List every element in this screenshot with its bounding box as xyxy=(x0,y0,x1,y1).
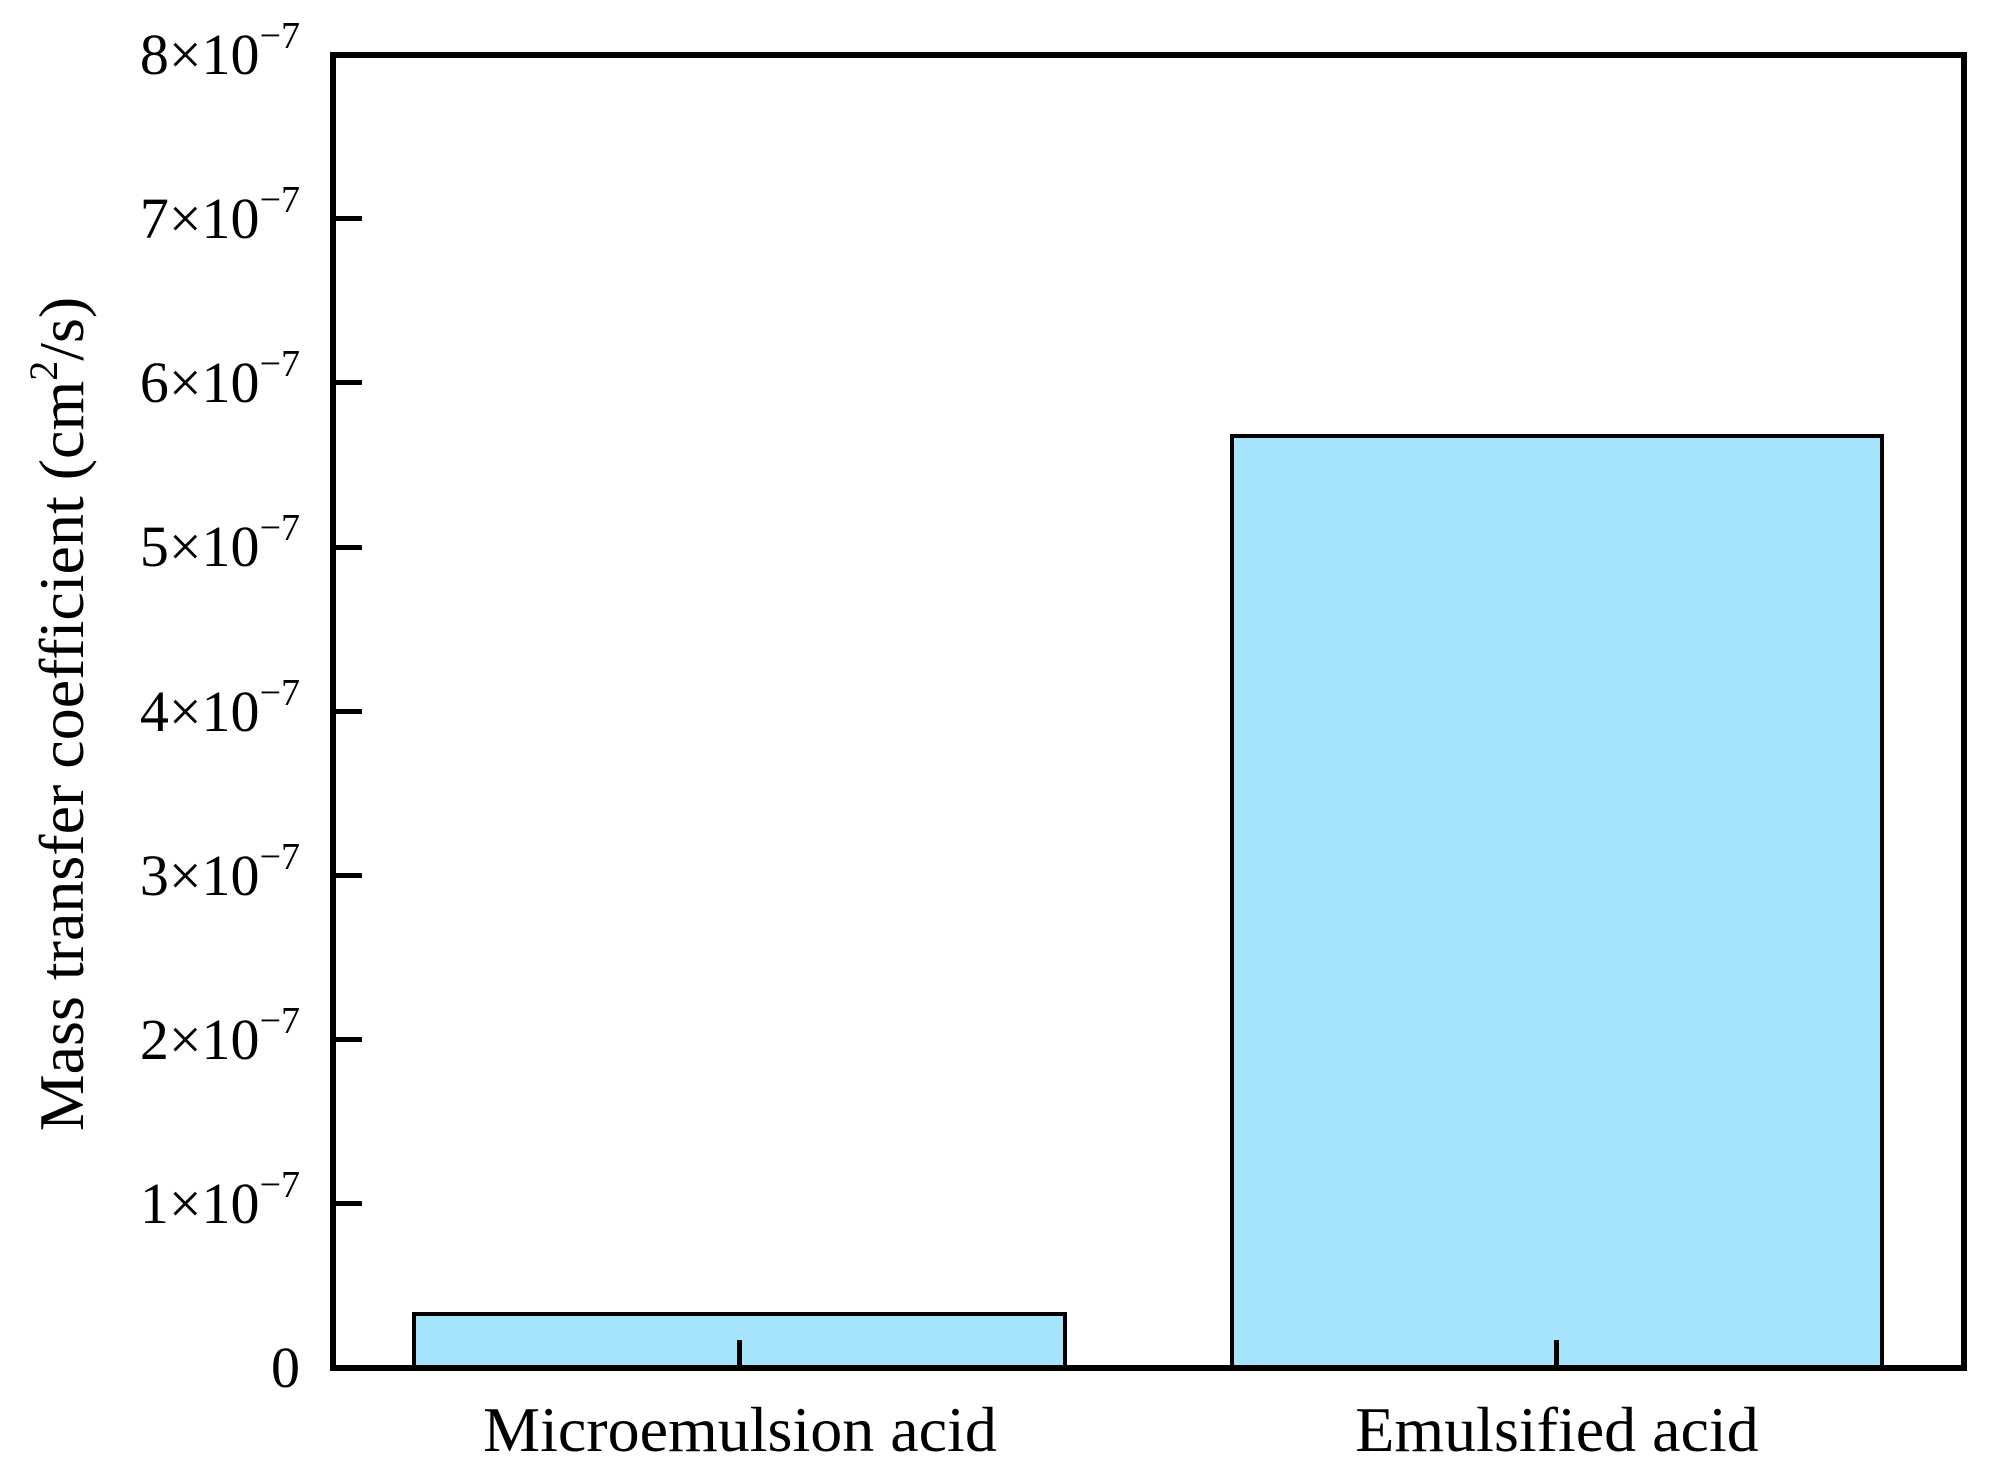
y-tick-label-3e-7: 3×10−7 xyxy=(0,838,300,914)
y-tick-mark xyxy=(336,545,362,550)
y-tick-label-8e-7: 8×10−7 xyxy=(0,17,300,93)
y-tick-label-base: 7×10 xyxy=(139,186,260,251)
y-tick-label-exp: −7 xyxy=(259,836,300,878)
y-tick-mark xyxy=(336,709,362,714)
y-tick-label-exp: −7 xyxy=(259,1000,300,1042)
y-tick-mark xyxy=(336,873,362,878)
y-tick-label-exp: −7 xyxy=(259,343,300,385)
y-tick-label-exp: −7 xyxy=(259,672,300,714)
y-tick-label-exp: −7 xyxy=(259,507,300,549)
y-tick-label-1e-7: 1×10−7 xyxy=(0,1166,300,1242)
y-tick-mark xyxy=(336,380,362,385)
y-tick-mark xyxy=(336,1037,362,1042)
x-tick-label-microemulsion-acid: Microemulsion acid xyxy=(483,1394,997,1465)
x-tick-mark-emulsified xyxy=(1554,1340,1559,1365)
y-tick-label-exp: −7 xyxy=(259,1164,300,1206)
y-tick-mark xyxy=(336,1201,362,1206)
x-tick-mark-microemulsion xyxy=(737,1340,742,1365)
y-tick-label-base: 3×10 xyxy=(139,843,260,908)
y-tick-mark xyxy=(336,216,362,221)
plot-area xyxy=(330,52,1967,1371)
y-tick-label-base: 4×10 xyxy=(139,679,260,744)
y-tick-label-2e-7: 2×10−7 xyxy=(0,1002,300,1078)
y-tick-label-7e-7: 7×10−7 xyxy=(0,181,300,257)
y-tick-label-6e-7: 6×10−7 xyxy=(0,345,300,421)
y-tick-label-0: 0 xyxy=(0,1330,300,1406)
y-tick-label-base: 0 xyxy=(271,1335,300,1400)
y-tick-label-base: 8×10 xyxy=(139,22,260,87)
x-tick-label-emulsified-acid: Emulsified acid xyxy=(1355,1394,1759,1465)
bar-emulsified-acid xyxy=(1230,434,1884,1365)
y-tick-label-base: 1×10 xyxy=(139,1171,260,1236)
y-tick-label-5e-7: 5×10−7 xyxy=(0,509,300,585)
y-tick-label-exp: −7 xyxy=(259,15,300,57)
y-tick-label-exp: −7 xyxy=(259,179,300,221)
y-tick-label-base: 6×10 xyxy=(139,350,260,415)
bar-microemulsion-acid xyxy=(412,1312,1067,1365)
y-tick-label-4e-7: 4×10−7 xyxy=(0,674,300,750)
y-tick-label-base: 2×10 xyxy=(139,1007,260,1072)
y-tick-label-base: 5×10 xyxy=(139,514,260,579)
